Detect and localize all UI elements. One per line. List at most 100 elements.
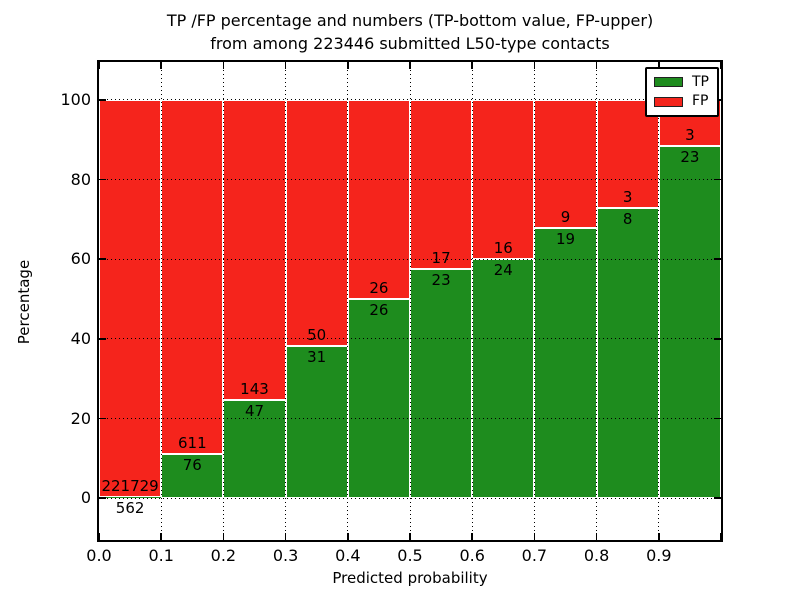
- x-tick-mark-bottom: [284, 533, 287, 540]
- y-axis-label: Percentage: [15, 259, 33, 345]
- grid-line-vertical: [222, 62, 224, 540]
- y-tick-label: 0: [80, 488, 91, 508]
- y-tick-label: 60: [70, 249, 91, 269]
- x-tick-mark-bottom: [98, 533, 100, 540]
- chart-title-line1: TP /FP percentage and numbers (TP-bottom…: [166, 11, 654, 30]
- y-tick-mark-right: [714, 178, 721, 181]
- y-tick-mark-right: [714, 338, 721, 340]
- x-tick-label: 0.9: [646, 546, 672, 565]
- x-tick-mark-top: [347, 62, 349, 69]
- bar-segment-tp: [534, 227, 597, 499]
- bar-segment-tp: [596, 208, 659, 499]
- bar-count-label-tp: 47: [244, 401, 265, 420]
- y-tick-mark-left: [99, 497, 106, 499]
- y-tick-mark-right: [714, 417, 721, 420]
- x-tick-mark-top: [98, 62, 100, 69]
- bar-segment-tp: [472, 259, 535, 499]
- grid-line-vertical: [596, 62, 598, 540]
- x-tick-mark-top: [222, 62, 225, 69]
- grid-line-vertical: [347, 62, 349, 540]
- bar-count-label-tp: 23: [680, 147, 700, 166]
- legend: TP FP: [645, 67, 719, 117]
- bar-segment-fp: [534, 99, 597, 228]
- bar-count-label-fp: 221729: [101, 477, 159, 496]
- x-tick-mark-top: [720, 62, 722, 69]
- x-tick-mark-top: [160, 62, 162, 69]
- x-tick-mark-top: [595, 62, 598, 69]
- bar-count-label-fp: 9: [560, 207, 571, 226]
- y-tick-mark-left: [99, 99, 106, 101]
- bar-count-label-fp: 16: [493, 239, 513, 258]
- x-tick-mark-bottom: [595, 533, 598, 540]
- legend-label-fp: FP: [692, 93, 709, 110]
- grid-line-vertical: [285, 62, 287, 540]
- bar-count-label-fp: 3: [622, 188, 633, 207]
- x-tick-label: 0.1: [148, 546, 174, 565]
- x-tick-mark-top: [284, 62, 287, 69]
- bar-segment-fp: [347, 99, 410, 299]
- x-tick-label: 0.7: [521, 546, 548, 565]
- bar-count-label-tp: 26: [369, 301, 389, 319]
- x-tick-mark-bottom: [347, 533, 349, 540]
- grid-line-vertical: [160, 62, 162, 540]
- chart-title-line2: from among 223446 submitted L50-type con…: [210, 34, 610, 53]
- x-axis-label: Predicted probability: [332, 569, 488, 587]
- y-tick-label: 80: [70, 169, 91, 189]
- grid-line-vertical: [471, 62, 473, 540]
- y-tick-label: 40: [70, 328, 91, 348]
- grid-line-vertical: [533, 62, 535, 540]
- bar-segment-fp: [285, 99, 348, 346]
- bar-count-label-fp: 26: [369, 279, 389, 297]
- legend-row-tp: TP: [647, 73, 717, 90]
- grid-line-vertical: [658, 62, 660, 540]
- bar-segment-tp: [285, 345, 348, 499]
- y-tick-label: 100: [60, 89, 91, 109]
- x-tick-label: 0.5: [397, 546, 423, 565]
- x-tick-mark-top: [658, 62, 660, 69]
- bar-count-label-fp: 143: [240, 379, 269, 398]
- y-tick-mark-right: [714, 497, 721, 499]
- bar-count-label-fp: 50: [307, 325, 327, 344]
- bar-count-label-tp: 562: [115, 499, 145, 518]
- bar-segment-fp: [223, 99, 286, 400]
- x-tick-mark-bottom: [409, 533, 411, 540]
- bar-count-label-tp: 76: [182, 456, 202, 475]
- bar-count-label-tp: 31: [307, 347, 327, 366]
- y-tick-mark-left: [99, 178, 106, 181]
- fp-color-swatch: [654, 96, 683, 107]
- legend-row-fp: FP: [647, 94, 717, 109]
- bar-count-label-tp: 24: [493, 261, 513, 280]
- bar-count-label-fp: 3: [685, 125, 695, 144]
- bar-segment-fp: [99, 99, 162, 498]
- grid-line-vertical: [409, 62, 411, 540]
- x-tick-label: 0.6: [459, 546, 485, 565]
- tp-color-swatch: [654, 77, 683, 88]
- bar-count-label-tp: 19: [555, 229, 576, 248]
- bar-segment-tp: [161, 454, 224, 499]
- x-tick-mark-bottom: [658, 533, 660, 540]
- bar-segment-fp: [596, 99, 659, 209]
- bar-segment-tp: [99, 497, 162, 499]
- y-tick-mark-left: [99, 417, 106, 420]
- bar-segment-tp: [658, 145, 721, 499]
- x-tick-mark-bottom: [471, 533, 473, 540]
- bar-count-label-tp: 23: [431, 271, 451, 290]
- x-tick-label: 0.8: [583, 546, 610, 565]
- bar-count-label-fp: 17: [431, 249, 451, 268]
- bar-segment-tp: [347, 299, 410, 499]
- x-tick-mark-bottom: [160, 533, 162, 540]
- bar-segment-fp: [161, 99, 224, 455]
- x-tick-label: 0.4: [335, 546, 361, 565]
- x-tick-label: 0.0: [86, 546, 112, 565]
- y-tick-mark-right: [714, 258, 721, 260]
- plot-area: 221729 562 611 76 143 47 50 31 26 26 17 23 16 24 9 19 3 8…: [97, 60, 723, 542]
- legend-label-tp: TP: [692, 73, 709, 90]
- bar-segment-tp: [410, 269, 473, 499]
- x-tick-mark-top: [471, 62, 473, 69]
- x-tick-mark-bottom: [720, 533, 722, 540]
- x-tick-label: 0.3: [272, 546, 299, 565]
- x-tick-mark-top: [533, 62, 536, 69]
- chart-title: TP /FP percentage and numbers (TP-bottom…: [99, 9, 721, 55]
- y-tick-label: 20: [70, 408, 91, 428]
